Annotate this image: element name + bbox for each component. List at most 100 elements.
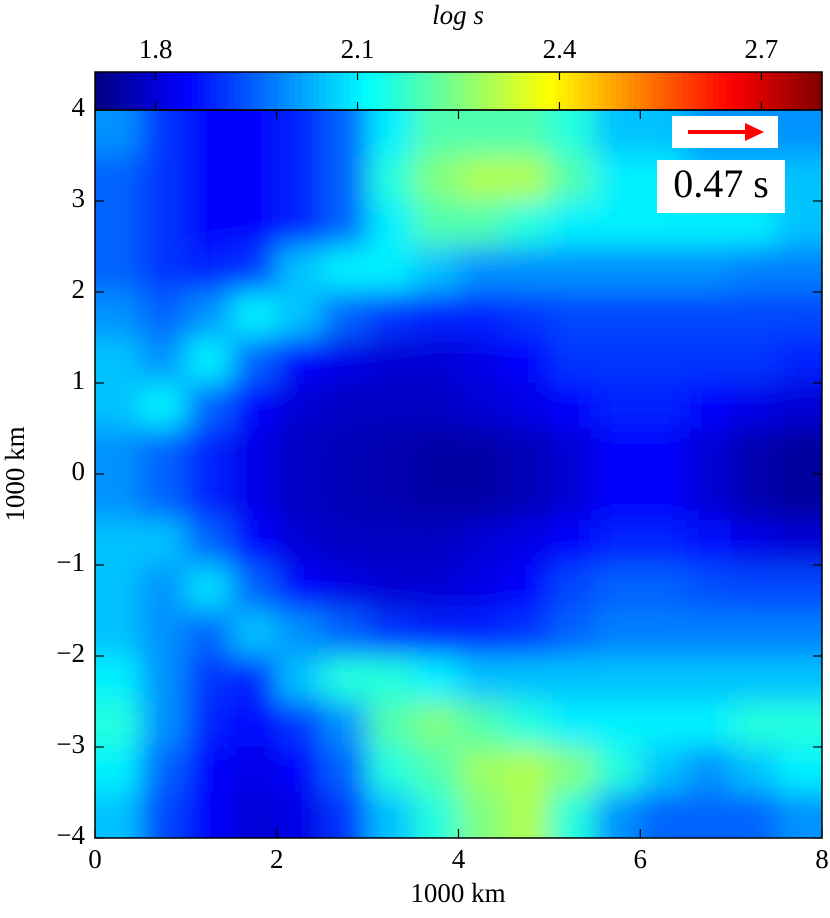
colorbar-step [434, 72, 441, 110]
colorbar-step [331, 72, 338, 110]
colorbar-step [585, 72, 593, 110]
heatmap-cell [685, 474, 732, 521]
heatmap-cell [185, 565, 233, 612]
heatmap-cell [185, 201, 233, 248]
heatmap-cell [549, 428, 596, 475]
colorbar-step [185, 72, 193, 110]
heatmap-cell [413, 701, 460, 748]
heatmap-cell [140, 474, 187, 521]
heatmap-cell [594, 246, 642, 293]
x-tick-label: 8 [815, 844, 829, 874]
heatmap-cell [503, 610, 551, 657]
heatmap-cell [231, 701, 278, 748]
heatmap-cell [276, 337, 323, 384]
heatmap-cell [95, 428, 142, 475]
heatmap-cell [276, 747, 323, 794]
heatmap-cell [549, 201, 596, 248]
heatmap-cell [594, 383, 642, 430]
heatmap-cell [731, 474, 778, 521]
heatmap-cell [549, 747, 596, 794]
heatmap-cell [322, 383, 369, 430]
heatmap-cell [458, 792, 505, 838]
heatmap-cell [95, 155, 142, 202]
heatmap-cell [322, 701, 369, 748]
heatmap-cell [776, 565, 822, 612]
heatmap-cell [594, 747, 642, 794]
colorbar-step [270, 72, 278, 110]
heatmap-cell [185, 292, 233, 339]
y-tick-label: 0 [72, 456, 86, 486]
heatmap-cell [367, 155, 414, 202]
heatmap-cell [503, 565, 551, 612]
heatmap-cell [322, 747, 369, 794]
heatmap-cell [731, 383, 778, 430]
colorbar-step [785, 72, 793, 110]
heatmap-cell [458, 519, 505, 566]
heatmap-cell [503, 292, 551, 339]
heatmap-cell [458, 701, 505, 748]
colorbar-step [367, 72, 375, 110]
heatmap-cell [276, 656, 323, 703]
colorbar-step [307, 72, 314, 110]
heatmap-cell [276, 155, 323, 202]
colorbar-step [513, 72, 520, 110]
heatmap-cell [549, 337, 596, 384]
heatmap-cell [503, 110, 551, 157]
heatmap-cell [413, 565, 460, 612]
heatmap-cell [367, 246, 414, 293]
heatmap-cell [503, 201, 551, 248]
heatmap-cell [594, 565, 642, 612]
heatmap-cell [231, 292, 278, 339]
colorbar-step [95, 72, 102, 110]
colorbar-step [719, 72, 726, 110]
colorbar-step [337, 72, 344, 110]
heatmap-cell [458, 337, 505, 384]
colorbar-step [622, 72, 629, 110]
heatmap-cell [322, 656, 369, 703]
heatmap-cell [413, 110, 460, 157]
heatmap-cell [95, 747, 142, 794]
colorbar-step [240, 72, 248, 110]
colorbar-step [803, 72, 811, 110]
x-tick-label: 6 [634, 844, 648, 874]
heatmap-cell [231, 610, 278, 657]
heatmap-cell [367, 383, 414, 430]
colorbar-step [549, 72, 557, 110]
heatmap-cell [140, 747, 187, 794]
heatmap-cell [549, 155, 596, 202]
colorbar-step [143, 72, 151, 110]
heatmap-cell [640, 292, 687, 339]
heatmap-cell [640, 337, 687, 384]
colorbar-step [791, 72, 799, 110]
heatmap-cell [594, 428, 642, 475]
heatmap-cell [731, 747, 778, 794]
heatmap-cell [731, 337, 778, 384]
heatmap-cell [640, 610, 687, 657]
heatmap-cell [413, 292, 460, 339]
heatmap-cell [549, 610, 596, 657]
heatmap-cell [95, 337, 142, 384]
heatmap-cell [231, 383, 278, 430]
heatmap-cell [458, 747, 505, 794]
heatmap-cell [458, 383, 505, 430]
colorbar-step [403, 72, 411, 110]
heatmap-cell [594, 155, 642, 202]
heatmap-cell [185, 155, 233, 202]
heatmap-cell [322, 155, 369, 202]
colorbar-step [573, 72, 581, 110]
heatmap-cell [503, 246, 551, 293]
heatmap-cell [413, 519, 460, 566]
heatmap-cell [640, 519, 687, 566]
colorbar-step [276, 72, 284, 110]
colorbar-step [252, 72, 260, 110]
colorbar-step [809, 72, 817, 110]
reference-arrow-head [745, 123, 764, 141]
heatmap-cell [413, 201, 460, 248]
colorbar-tick-label: 2.1 [341, 34, 375, 64]
colorbar-step [410, 72, 417, 110]
colorbar-step [706, 72, 714, 110]
heatmap-cell [503, 474, 551, 521]
heatmap-cell [322, 110, 369, 157]
colorbar-step [137, 72, 145, 110]
